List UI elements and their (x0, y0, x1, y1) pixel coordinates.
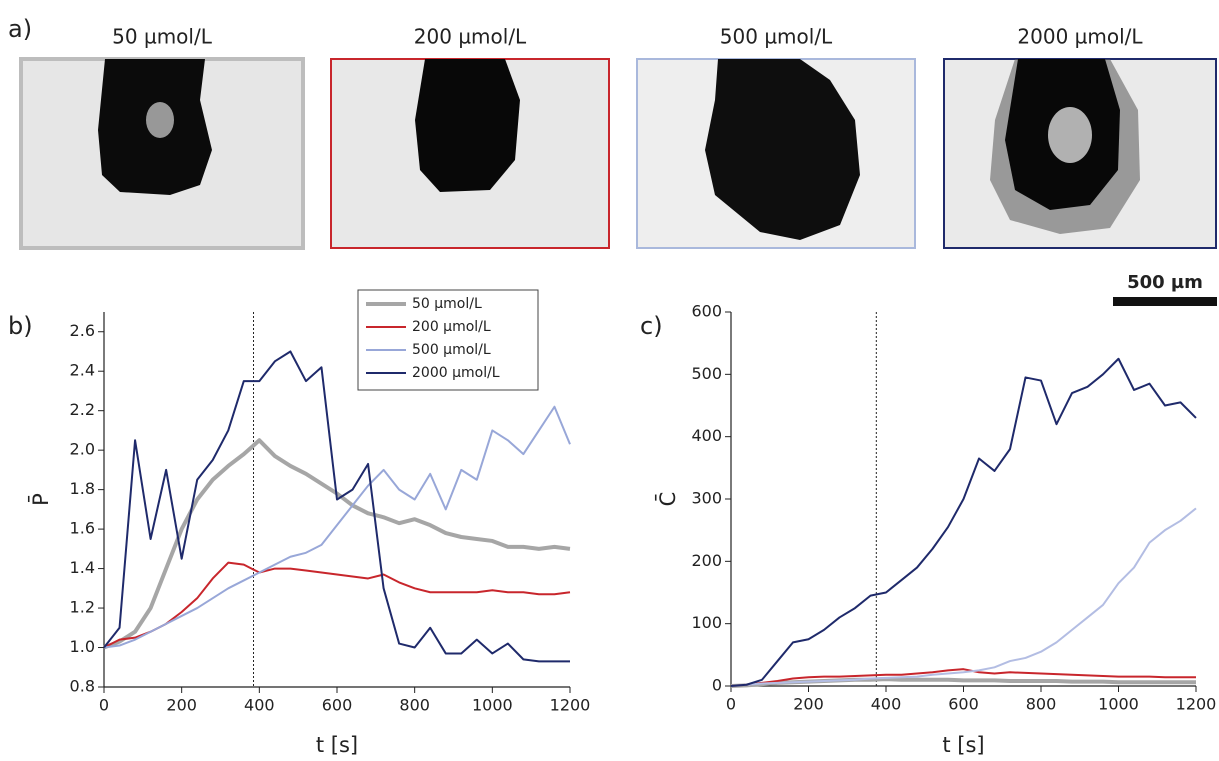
x-tick-label: 0 (726, 695, 736, 714)
x-axis-label: t [s] (942, 733, 984, 757)
y-tick-label: 300 (691, 489, 722, 508)
micrograph (330, 58, 610, 249)
image-title: 2000 µmol/L (1017, 25, 1143, 49)
scale-bar-label: 500 µm (1127, 272, 1203, 293)
x-tick-label: 800 (1026, 695, 1057, 714)
panel-label: b) (8, 312, 33, 340)
x-tick-label: 1000 (472, 696, 513, 715)
legend-label: 200 µmol/L (412, 319, 491, 335)
panel-label: a) (8, 15, 32, 43)
y-tick-label: 2.2 (70, 400, 95, 419)
series-line (103, 438, 571, 650)
y-tick-label: 1.2 (70, 598, 95, 617)
x-tick-label: 600 (322, 696, 353, 715)
y-tick-label: 400 (691, 426, 722, 445)
x-tick-label: 200 (166, 696, 197, 715)
series-line (730, 357, 1197, 687)
legend-label: 2000 µmol/L (412, 365, 500, 381)
x-tick-label: 1000 (1098, 695, 1139, 714)
y-tick-label: 2.4 (70, 361, 95, 380)
legend-label: 500 µmol/L (412, 342, 491, 358)
x-tick-label: 400 (871, 695, 902, 714)
x-tick-label: 1200 (550, 696, 591, 715)
y-tick-label: 2.0 (70, 440, 95, 459)
series-line (103, 405, 571, 649)
x-axis-label: t [s] (316, 733, 358, 757)
micrograph (19, 57, 305, 250)
series-line (730, 668, 1196, 687)
series-line (103, 561, 571, 649)
micrograph (943, 58, 1217, 249)
micrograph (636, 58, 916, 249)
series-line (103, 350, 570, 663)
image-title: 50 µmol/L (112, 25, 213, 49)
y-tick-label: 600 (691, 302, 722, 321)
y-tick-label: 2.6 (70, 321, 95, 340)
y-axis-label: C̄ (655, 492, 680, 507)
x-tick-label: 1200 (1176, 695, 1217, 714)
image-title: 200 µmol/L (414, 25, 527, 49)
y-tick-label: 1.4 (70, 558, 95, 577)
x-tick-label: 800 (399, 696, 430, 715)
x-tick-label: 200 (793, 695, 824, 714)
x-tick-label: 400 (244, 696, 275, 715)
y-tick-label: 1.6 (70, 519, 95, 538)
y-tick-label: 1.8 (70, 479, 95, 498)
y-tick-label: 500 (691, 364, 722, 383)
series-line (730, 507, 1197, 687)
legend-label: 50 µmol/L (412, 296, 482, 312)
y-tick-label: 200 (691, 551, 722, 570)
x-tick-label: 600 (948, 695, 979, 714)
y-tick-label: 100 (691, 613, 722, 632)
scale-bar (1113, 297, 1217, 306)
image-title: 500 µmol/L (720, 25, 833, 49)
y-axis-label: P̄ (28, 493, 53, 506)
x-tick-label: 0 (99, 696, 109, 715)
image-row (19, 57, 1217, 250)
panel-label: c) (640, 312, 663, 340)
y-tick-label: 1.0 (70, 637, 95, 656)
y-tick-label: 0 (712, 676, 722, 695)
y-tick-label: 0.8 (70, 677, 95, 696)
